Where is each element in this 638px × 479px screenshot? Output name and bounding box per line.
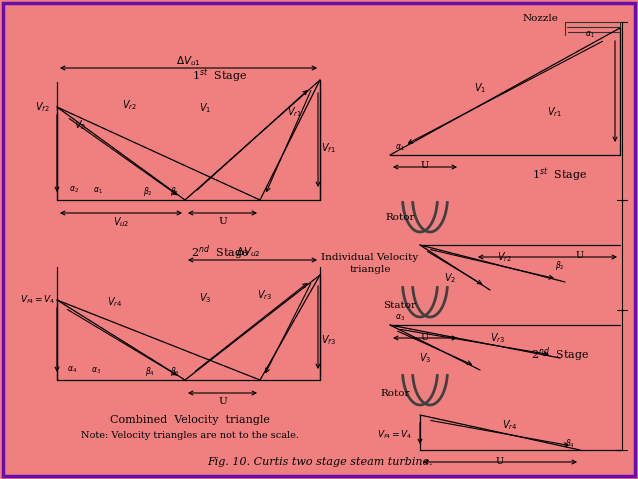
- Text: $V_2$: $V_2$: [444, 271, 456, 285]
- Text: $\beta_3$: $\beta_3$: [170, 365, 180, 377]
- Text: $\alpha_1$: $\alpha_1$: [395, 143, 405, 153]
- Text: $V_{r1}$: $V_{r1}$: [547, 105, 563, 119]
- Text: Rotor: Rotor: [385, 214, 415, 223]
- Text: $V_{1}$: $V_{1}$: [199, 101, 211, 115]
- Text: U: U: [219, 217, 227, 227]
- Text: $V_{r4}$: $V_{r4}$: [502, 418, 517, 432]
- Text: 1$^{st}$  Stage: 1$^{st}$ Stage: [192, 67, 248, 85]
- Text: U: U: [576, 251, 584, 261]
- Text: Nozzle: Nozzle: [522, 13, 558, 23]
- Text: U: U: [421, 161, 429, 171]
- Text: $\alpha_3$: $\alpha_3$: [91, 366, 101, 376]
- Text: $V_{r3}$: $V_{r3}$: [491, 331, 506, 345]
- Text: $\beta_4$: $\beta_4$: [145, 365, 155, 377]
- Text: $\beta_4$: $\beta_4$: [565, 436, 575, 449]
- Text: $V_{u2}$: $V_{u2}$: [113, 215, 130, 229]
- Text: 2$^{nd}$  Stage: 2$^{nd}$ Stage: [191, 244, 249, 262]
- Text: $\alpha_1$: $\alpha_1$: [585, 30, 595, 40]
- Text: $V_{r4}$: $V_{r4}$: [107, 295, 122, 309]
- Text: $V_{r1}$: $V_{r1}$: [288, 105, 302, 119]
- Text: $V_{3}$: $V_{3}$: [199, 291, 211, 305]
- Text: $\beta_2$: $\beta_2$: [555, 259, 565, 272]
- Text: Stator: Stator: [383, 300, 417, 309]
- Text: triangle: triangle: [349, 265, 390, 274]
- Text: 1$^{st}$  Stage: 1$^{st}$ Stage: [532, 166, 588, 184]
- Text: $\alpha_2$: $\alpha_2$: [69, 185, 79, 195]
- Text: $V_{r3}$: $V_{r3}$: [257, 288, 272, 302]
- Text: $\beta_2$: $\beta_2$: [143, 184, 153, 197]
- Text: Individual Velocity: Individual Velocity: [322, 253, 419, 262]
- Text: Fig. 10. Curtis two stage steam turbine.: Fig. 10. Curtis two stage steam turbine.: [207, 457, 433, 467]
- Text: 2$^{nd}$  Stage: 2$^{nd}$ Stage: [531, 346, 589, 365]
- Text: $V_{2}$: $V_{2}$: [74, 118, 86, 132]
- Text: $V_1$: $V_1$: [474, 81, 486, 95]
- Text: $V_{f2}$: $V_{f2}$: [34, 100, 49, 114]
- Text: $V_{f4}{=}V_{4}$: $V_{f4}{=}V_{4}$: [20, 294, 56, 306]
- Text: $\Delta V_{u2}$: $\Delta V_{u2}$: [235, 245, 260, 259]
- Text: Rotor: Rotor: [380, 388, 410, 398]
- Text: $V_3$: $V_3$: [419, 351, 431, 365]
- Text: $\alpha_4$: $\alpha_4$: [67, 365, 77, 375]
- Text: U: U: [421, 333, 429, 342]
- Text: $V_{f3}$: $V_{f3}$: [320, 333, 336, 347]
- Text: $V_{f4}{=}V_{4}$: $V_{f4}{=}V_{4}$: [377, 429, 413, 441]
- Text: $\Delta V_{u1}$: $\Delta V_{u1}$: [175, 54, 200, 68]
- Text: Note: Velocity triangles are not to the scale.: Note: Velocity triangles are not to the …: [81, 431, 299, 440]
- Text: $V_{r2}$: $V_{r2}$: [498, 250, 512, 264]
- Text: $\alpha_1$: $\alpha_1$: [93, 186, 103, 196]
- Text: $\alpha_3$: $\alpha_3$: [395, 313, 405, 323]
- Text: U: U: [219, 398, 227, 407]
- Text: $V_{r2}$: $V_{r2}$: [122, 98, 138, 112]
- Text: U: U: [496, 457, 504, 467]
- Text: $\beta_1$: $\beta_1$: [170, 184, 180, 197]
- Text: Combined  Velocity  triangle: Combined Velocity triangle: [110, 415, 270, 425]
- Text: $V_{f1}$: $V_{f1}$: [321, 141, 336, 155]
